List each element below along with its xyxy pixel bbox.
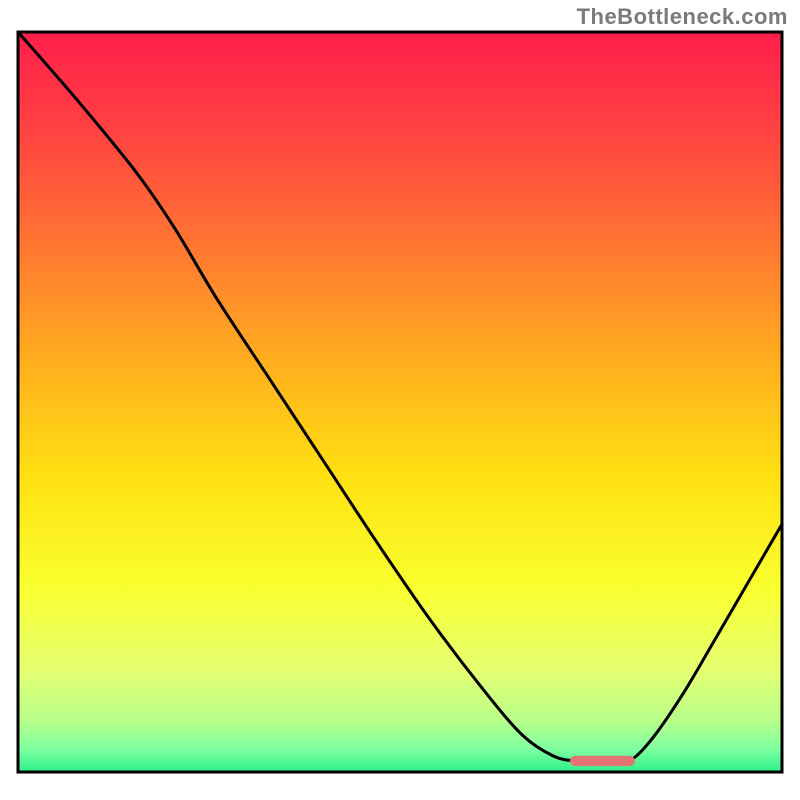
chart-stage: TheBottleneck.com — [0, 0, 800, 800]
optimal-range-marker — [570, 756, 635, 766]
bottleneck-chart — [0, 0, 800, 800]
plot-background — [18, 32, 782, 772]
